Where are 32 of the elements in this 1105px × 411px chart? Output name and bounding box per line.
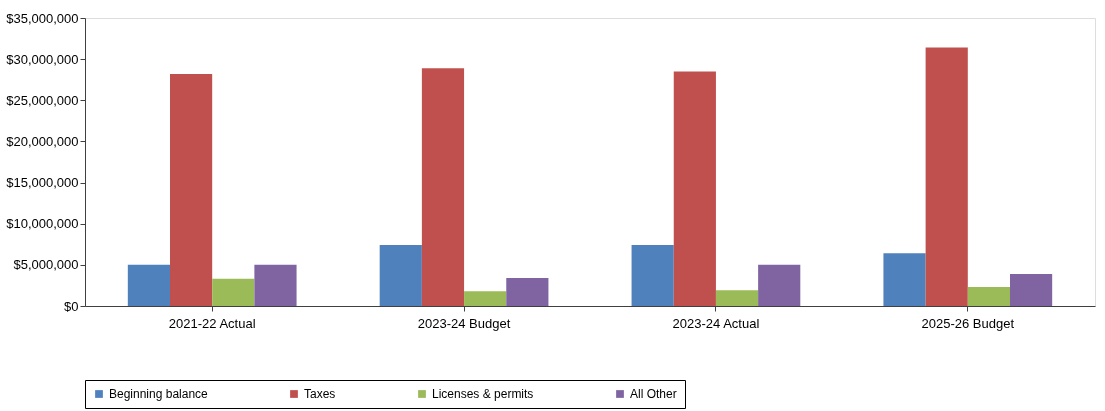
bar: [631, 245, 674, 306]
y-tick-label: $15,000,000: [6, 175, 79, 191]
x-tick-label: 2021-22 Actual: [168, 315, 256, 331]
bar: [758, 264, 801, 306]
x-tick-label: 2025-26 Budget: [921, 315, 1015, 331]
bar: [506, 278, 549, 306]
x-tick-label: 2023-24 Actual: [672, 315, 760, 331]
bar: [170, 73, 213, 306]
bar: [883, 253, 926, 306]
bar: [421, 68, 465, 306]
y-tick-label: $25,000,000: [6, 92, 79, 108]
y-tick-label: $0: [64, 298, 79, 314]
bar: [379, 245, 422, 306]
y-tick-label: $10,000,000: [6, 216, 79, 232]
bar: [254, 264, 297, 306]
y-tick-label: $20,000,000: [6, 133, 79, 149]
x-tick-label: 2023-24 Budget: [417, 315, 511, 331]
y-tick-label: $30,000,000: [6, 51, 79, 67]
legend-label: Taxes: [304, 387, 336, 401]
y-tick-label: $5,000,000: [13, 257, 79, 273]
legend-label: All Other: [630, 387, 677, 401]
legend-label: Beginning balance: [109, 387, 209, 401]
bar: [127, 264, 171, 306]
bar: [925, 47, 968, 306]
legend-label: Licenses & permits: [432, 387, 534, 401]
bar: [464, 291, 507, 306]
y-tick-label: $35,000,000: [6, 10, 79, 26]
bar: [673, 71, 716, 306]
bar: [1009, 273, 1053, 306]
bar: [967, 287, 1010, 306]
bar: [212, 278, 255, 306]
bar: [715, 290, 759, 306]
